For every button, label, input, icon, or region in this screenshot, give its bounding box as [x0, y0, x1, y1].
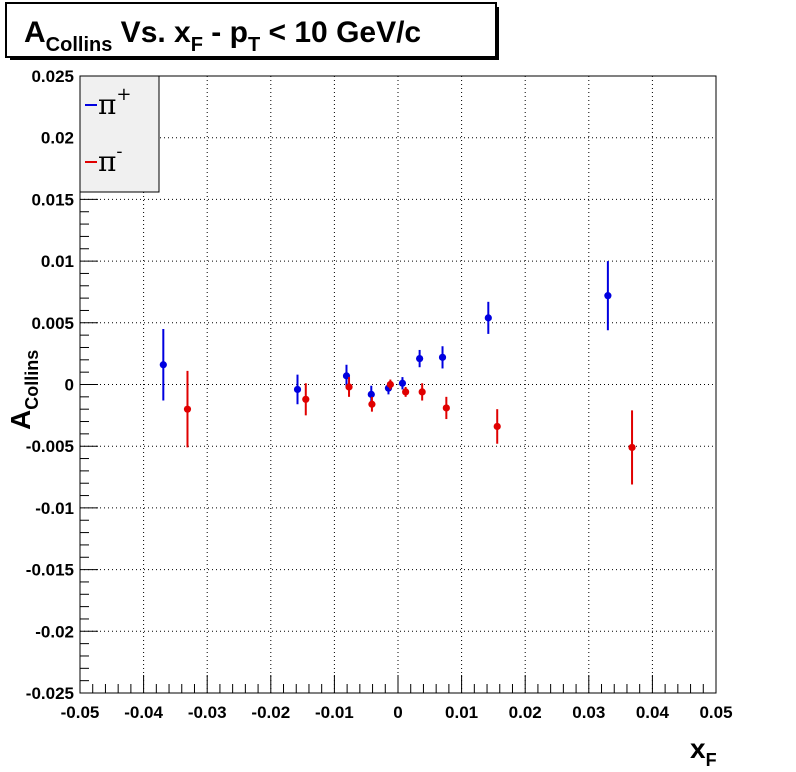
y-axis-title: ACollins: [5, 350, 42, 430]
x-tick-label: 0: [393, 703, 402, 722]
data-point: [368, 400, 376, 408]
y-tick-label: 0.005: [31, 314, 74, 333]
data-point: [345, 383, 353, 391]
data-point: [628, 443, 636, 452]
svg-text:π-: π-: [98, 141, 123, 178]
grid: [80, 76, 716, 693]
data-point: [493, 422, 501, 431]
series-0: [159, 261, 612, 405]
x-tick-label: 0.03: [572, 703, 605, 722]
x-tick-label: 0.05: [699, 703, 732, 722]
data-point: [438, 353, 447, 361]
title-box: ACollins Vs. xF - pT < 10 GeV/c: [5, 2, 499, 60]
legend: π+ π-: [79, 75, 160, 193]
y-tick-label: 0.01: [41, 252, 74, 271]
x-tick-label: -0.04: [124, 703, 163, 722]
y-tick-label: -0.005: [26, 437, 74, 456]
data-point: [442, 404, 450, 412]
x-axis-title: xF: [690, 733, 717, 770]
x-tick-label: -0.05: [61, 703, 100, 722]
legend-entry-pi-minus: π-: [85, 141, 123, 178]
y-tick-label: 0.02: [41, 129, 74, 148]
data-point: [183, 405, 192, 413]
x-tick-label: -0.03: [188, 703, 227, 722]
x-tick-label: 0.02: [509, 703, 542, 722]
x-tick-label: 0.01: [445, 703, 478, 722]
data-point: [418, 388, 426, 396]
data-point: [302, 395, 310, 403]
y-tick-label: -0.01: [35, 499, 74, 518]
y-tick-label: -0.02: [35, 622, 74, 641]
data-point: [367, 390, 375, 398]
y-tick-label: 0.025: [31, 67, 74, 86]
legend-entry-pi-plus: π+: [85, 84, 132, 121]
data-points: [159, 261, 636, 485]
y-tick-label: -0.025: [26, 684, 74, 703]
series-1: [183, 370, 636, 485]
x-tick-label: 0.04: [636, 703, 670, 722]
svg-text:π+: π+: [98, 84, 132, 121]
chart-title: ACollins Vs. xF - pT < 10 GeV/c: [24, 16, 421, 56]
data-point: [398, 379, 407, 387]
data-point: [416, 354, 424, 363]
x-tick-labels: -0.05 -0.04 -0.03 -0.02 -0.01 0 0.01 0.02 0.03 0.…: [61, 703, 733, 722]
y-tick-label: 0: [65, 376, 74, 395]
x-tick-label: -0.01: [315, 703, 354, 722]
data-point: [484, 314, 492, 322]
y-tick-label: 0.015: [31, 190, 74, 209]
y-tick-label: -0.015: [26, 561, 74, 580]
y-tick-labels: 0.025 0.02 0.015 0.01 0.005 0 -0.005 -0.01 -0.01…: [26, 67, 74, 703]
data-point: [293, 385, 302, 394]
data-point: [604, 292, 612, 300]
data-point: [386, 380, 394, 389]
x-tick-label: -0.02: [251, 703, 290, 722]
data-point: [402, 388, 410, 396]
data-point: [159, 361, 167, 369]
